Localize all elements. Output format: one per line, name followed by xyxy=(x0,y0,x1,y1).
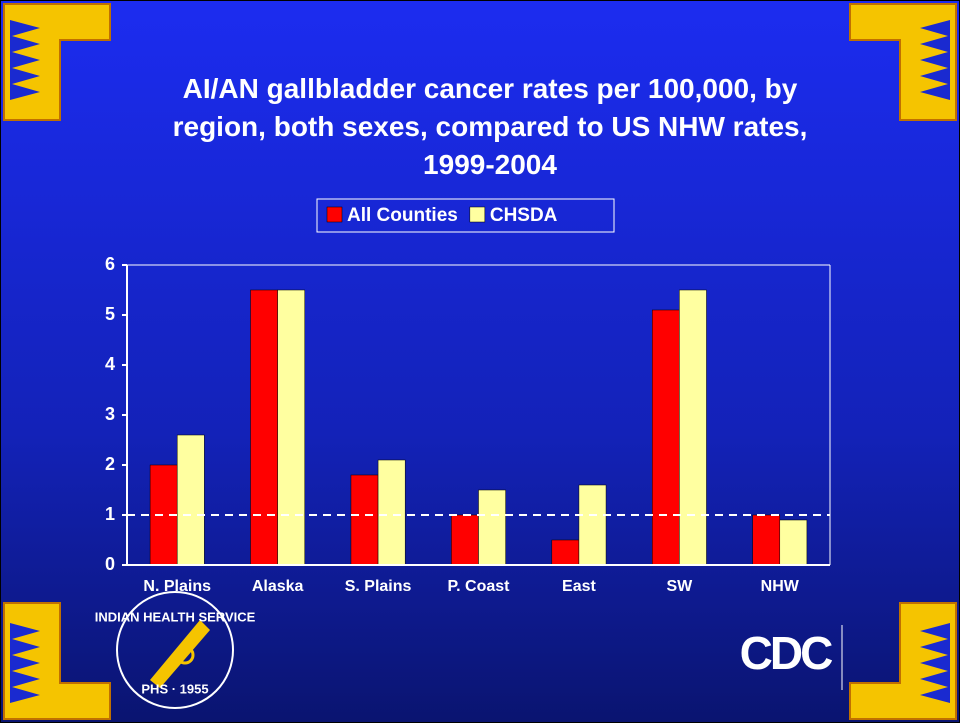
bar xyxy=(176,434,205,566)
cdc-logo: CDC xyxy=(740,625,843,690)
x-tick-label: N. Plains xyxy=(143,578,211,595)
ihs-logo: INDIAN HEALTH SERVICE PHS · 1955 xyxy=(95,591,256,709)
chart-title: AI/AN gallbladder cancer rates per 100,0… xyxy=(172,73,808,180)
ihs-logo-subtext: PHS · 1955 xyxy=(141,681,208,696)
bar xyxy=(350,474,379,566)
legend-swatch xyxy=(469,206,486,223)
x-tick-label: S. Plains xyxy=(345,578,412,595)
ihs-logo-text: INDIAN HEALTH SERVICE xyxy=(95,609,256,624)
bar xyxy=(679,289,707,566)
bar xyxy=(250,289,278,566)
bar xyxy=(551,539,580,566)
legend-box xyxy=(316,198,615,233)
corner-zigzag xyxy=(10,20,950,703)
y-tick-label: 0 xyxy=(105,554,115,574)
y-tick-label: 4 xyxy=(105,354,115,374)
legend-label: CHSDA xyxy=(490,205,558,226)
x-tick-label: East xyxy=(562,578,596,595)
bar xyxy=(578,484,607,566)
legend-swatch xyxy=(326,206,343,223)
x-tick-label: P. Coast xyxy=(448,578,511,595)
x-tick-label: Alaska xyxy=(252,578,304,595)
bar xyxy=(651,309,680,566)
bar xyxy=(277,289,306,566)
x-tick-label: NHW xyxy=(761,578,800,595)
bar xyxy=(779,519,808,566)
y-tick-label: 5 xyxy=(105,304,115,324)
bar xyxy=(478,489,506,566)
y-tick-label: 1 xyxy=(105,504,115,524)
bar xyxy=(752,514,781,566)
legend-label: All Counties xyxy=(347,205,458,226)
cdc-logo-text: CDC xyxy=(740,627,832,679)
x-tick-label: SW xyxy=(666,578,693,595)
y-tick-label: 2 xyxy=(105,454,115,474)
y-tick-label: 3 xyxy=(105,404,115,424)
bar xyxy=(451,514,479,566)
y-tick-label: 6 xyxy=(105,254,115,274)
bar xyxy=(377,459,406,566)
